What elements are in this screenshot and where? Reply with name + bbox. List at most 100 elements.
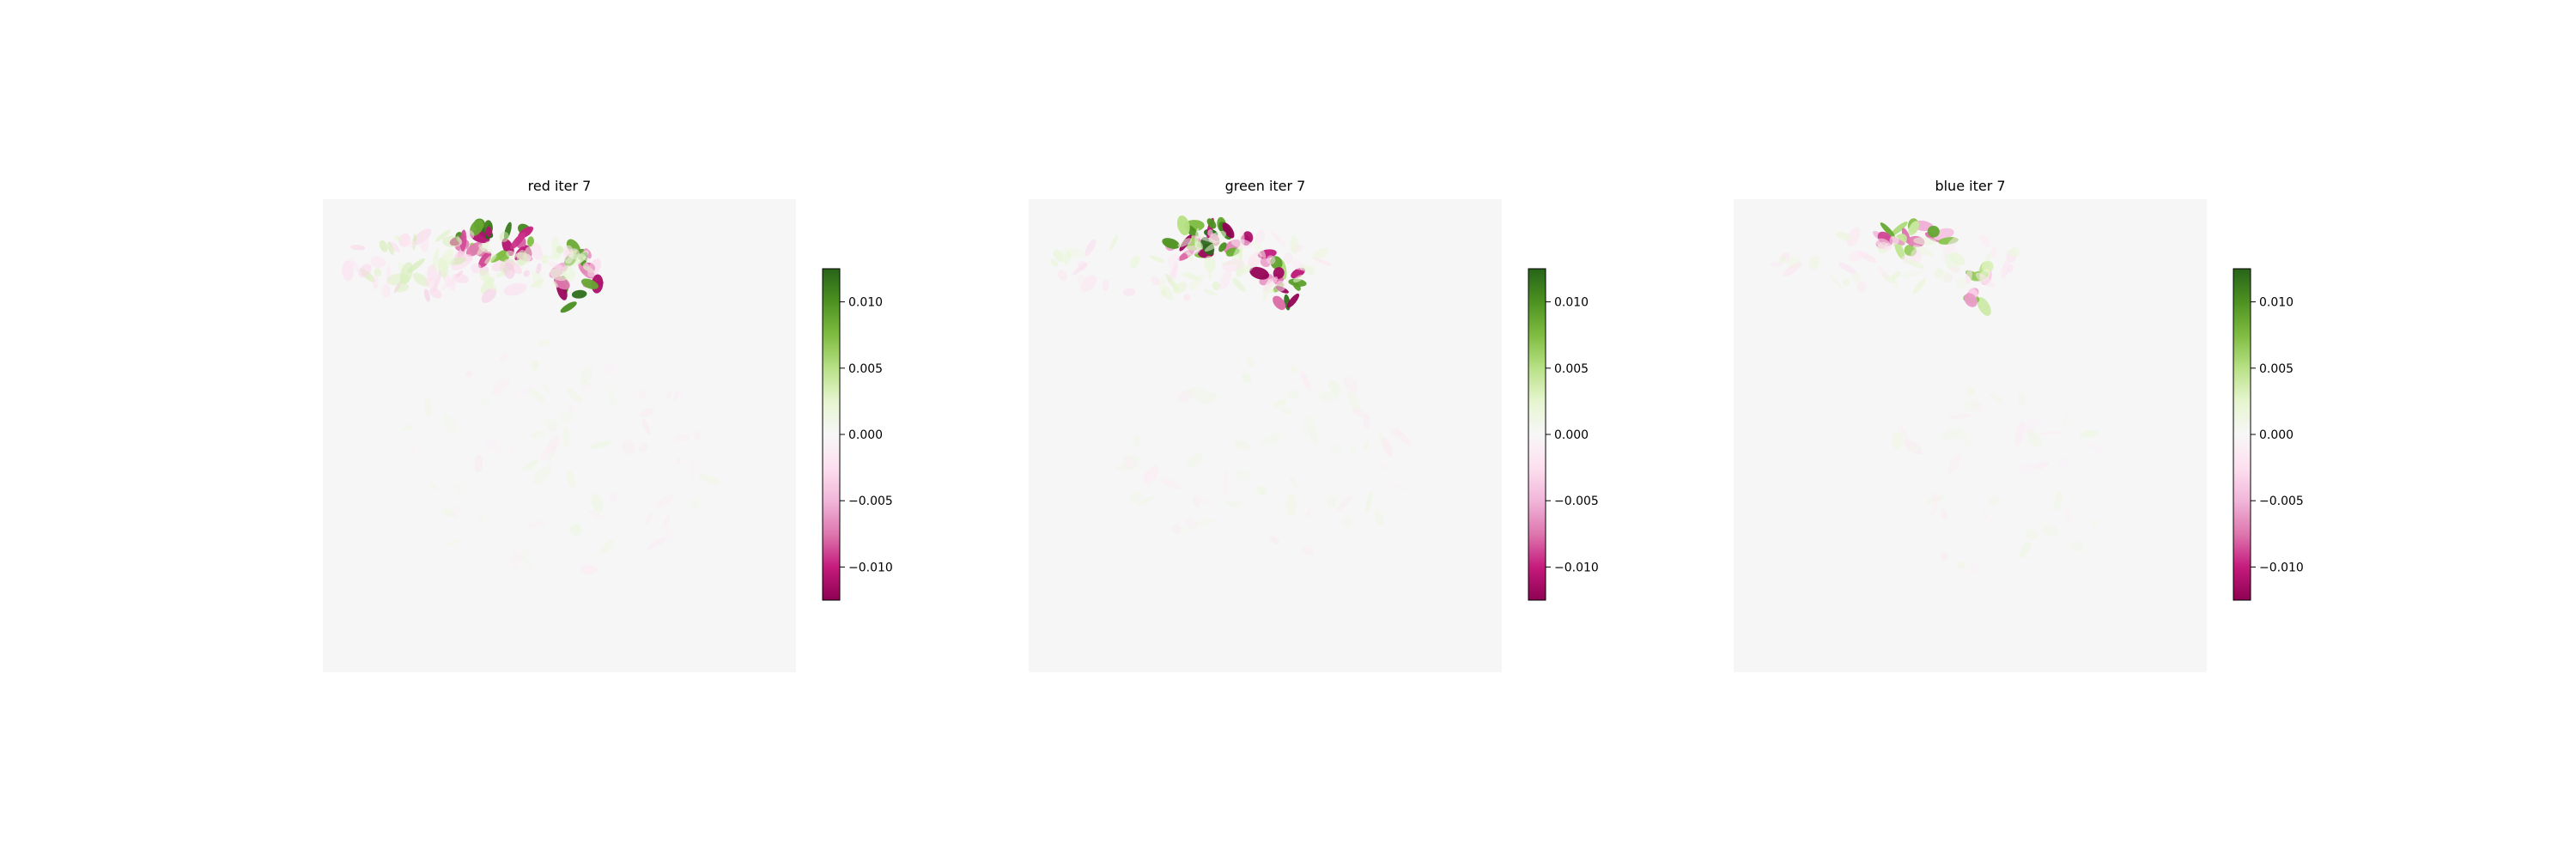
heatmap-cell <box>556 246 564 254</box>
heatmap-cell <box>1311 247 1329 260</box>
heatmap-cell <box>1931 502 1938 516</box>
heatmap-cell <box>647 536 668 550</box>
heatmap-cell <box>1058 270 1067 282</box>
heatmap-cell <box>1940 552 1949 561</box>
colorbar-tick-label: −0.010 <box>1554 561 1599 574</box>
heatmap-cell <box>1957 561 1965 569</box>
heatmap-cell <box>442 413 458 434</box>
heatmap-cell <box>424 396 432 416</box>
heatmap-cell <box>1964 398 1981 411</box>
heatmap-cell <box>491 260 506 272</box>
heatmap-cell <box>2027 430 2042 447</box>
heatmap-cell <box>1262 276 1279 292</box>
heatmap-cell <box>1208 230 1227 244</box>
heatmap-cell <box>1965 269 1972 284</box>
heatmap-cell <box>560 301 577 313</box>
heatmap-cell <box>2005 249 2018 257</box>
heatmap-cell <box>349 245 366 251</box>
heatmap-cell <box>1328 379 1341 394</box>
colorbar <box>2233 268 2251 601</box>
heatmap-cell <box>531 279 544 288</box>
panel-0: red iter 7 0.010 0.005 0.000 −0.005 −0.010 <box>323 178 893 672</box>
heatmap-cell <box>1266 255 1276 264</box>
heatmap-cell <box>587 258 601 277</box>
heatmap-cell <box>522 459 539 470</box>
heatmap-cell <box>1347 391 1361 414</box>
heatmap-cell <box>1161 289 1167 297</box>
heatmap-cell <box>2090 519 2097 527</box>
heatmap-cell <box>1770 262 1784 267</box>
heatmap-cell <box>690 495 700 512</box>
heatmap-cell <box>2020 462 2036 474</box>
heatmap-cell <box>510 549 522 569</box>
heatmap-cell <box>514 384 535 399</box>
heatmap-cell <box>1984 252 1992 263</box>
heatmap-cell <box>1979 234 1991 248</box>
heatmap-cell <box>1078 261 1087 270</box>
heatmap-cell <box>566 470 576 489</box>
heatmap-cell <box>1927 225 1940 238</box>
heatmap-cell <box>1286 390 1299 399</box>
heatmap-cell <box>1204 255 1216 272</box>
heatmap-cell <box>2061 413 2069 426</box>
heatmap-cell <box>2023 418 2041 430</box>
heatmap-cell <box>1136 496 1155 506</box>
heatmap-cell <box>1912 245 1934 257</box>
heatmap-cell <box>1988 495 2000 507</box>
heatmap-cell <box>465 370 474 377</box>
heatmap-cell <box>433 270 441 292</box>
heatmap-cell <box>440 276 456 291</box>
heatmap-cell <box>478 252 492 269</box>
heatmap-cell <box>580 366 592 381</box>
panel-title: red iter 7 <box>528 178 592 194</box>
heatmap-cell <box>1275 280 1286 292</box>
heatmap-cell <box>2015 422 2025 446</box>
heatmap-cell <box>1913 236 1937 246</box>
heatmap-cell <box>1365 491 1373 513</box>
heatmap-cell <box>580 278 598 289</box>
heatmap-cell <box>536 263 542 274</box>
heatmap-cell <box>1285 494 1297 518</box>
heatmap-cell <box>1291 259 1304 270</box>
heatmap-cell <box>394 235 402 241</box>
heatmap-cell <box>1248 252 1262 269</box>
heatmap-cell <box>1851 271 1861 283</box>
heatmap-cell <box>1255 229 1266 244</box>
heatmap-cell <box>662 514 670 529</box>
heatmap-cell <box>1835 231 1852 241</box>
colorbar-tick-label: 0.010 <box>848 296 883 310</box>
heatmap-cell <box>423 288 430 302</box>
heatmap-cell <box>465 229 475 240</box>
heatmap-cell <box>1232 246 1242 264</box>
heatmap-cell <box>1838 262 1857 275</box>
heatmap-cell <box>1206 218 1217 229</box>
heatmap-cell <box>1948 414 1973 419</box>
heatmap-cell <box>372 274 379 290</box>
heatmap-cell <box>1159 477 1182 489</box>
heatmap-cell <box>638 389 647 400</box>
heatmap-cell <box>1848 251 1864 262</box>
heatmap-cell <box>1381 461 1388 470</box>
panel-1: green iter 7 0.010 0.005 0.000 −0.005 −0.010 <box>1029 178 1599 672</box>
heatmap-cell <box>1172 524 1182 535</box>
heatmap-cell <box>2001 259 2010 279</box>
heatmap-cell <box>452 503 460 518</box>
colorbar-tick-label: −0.005 <box>2259 495 2304 508</box>
heatmap-cell <box>399 262 413 285</box>
colorbar-tick-label: −0.005 <box>1554 495 1599 508</box>
heatmap-cell <box>1225 500 1242 507</box>
heatmap-cell <box>1232 277 1246 292</box>
heatmap-cell <box>1102 279 1109 292</box>
heatmap-cell <box>698 474 720 485</box>
heatmap-cell <box>447 537 459 547</box>
heatmap-cell <box>1177 238 1192 247</box>
heatmap-cell <box>1890 222 1908 236</box>
colorbar-tick-label: 0.000 <box>2259 428 2293 442</box>
heatmap-cell <box>1965 386 1976 397</box>
heatmap-cell <box>1212 281 1220 291</box>
heatmap-cell <box>546 435 560 454</box>
heatmap-cell <box>1292 274 1304 283</box>
heatmap-cell <box>477 514 486 520</box>
heatmap-cell <box>442 235 463 247</box>
